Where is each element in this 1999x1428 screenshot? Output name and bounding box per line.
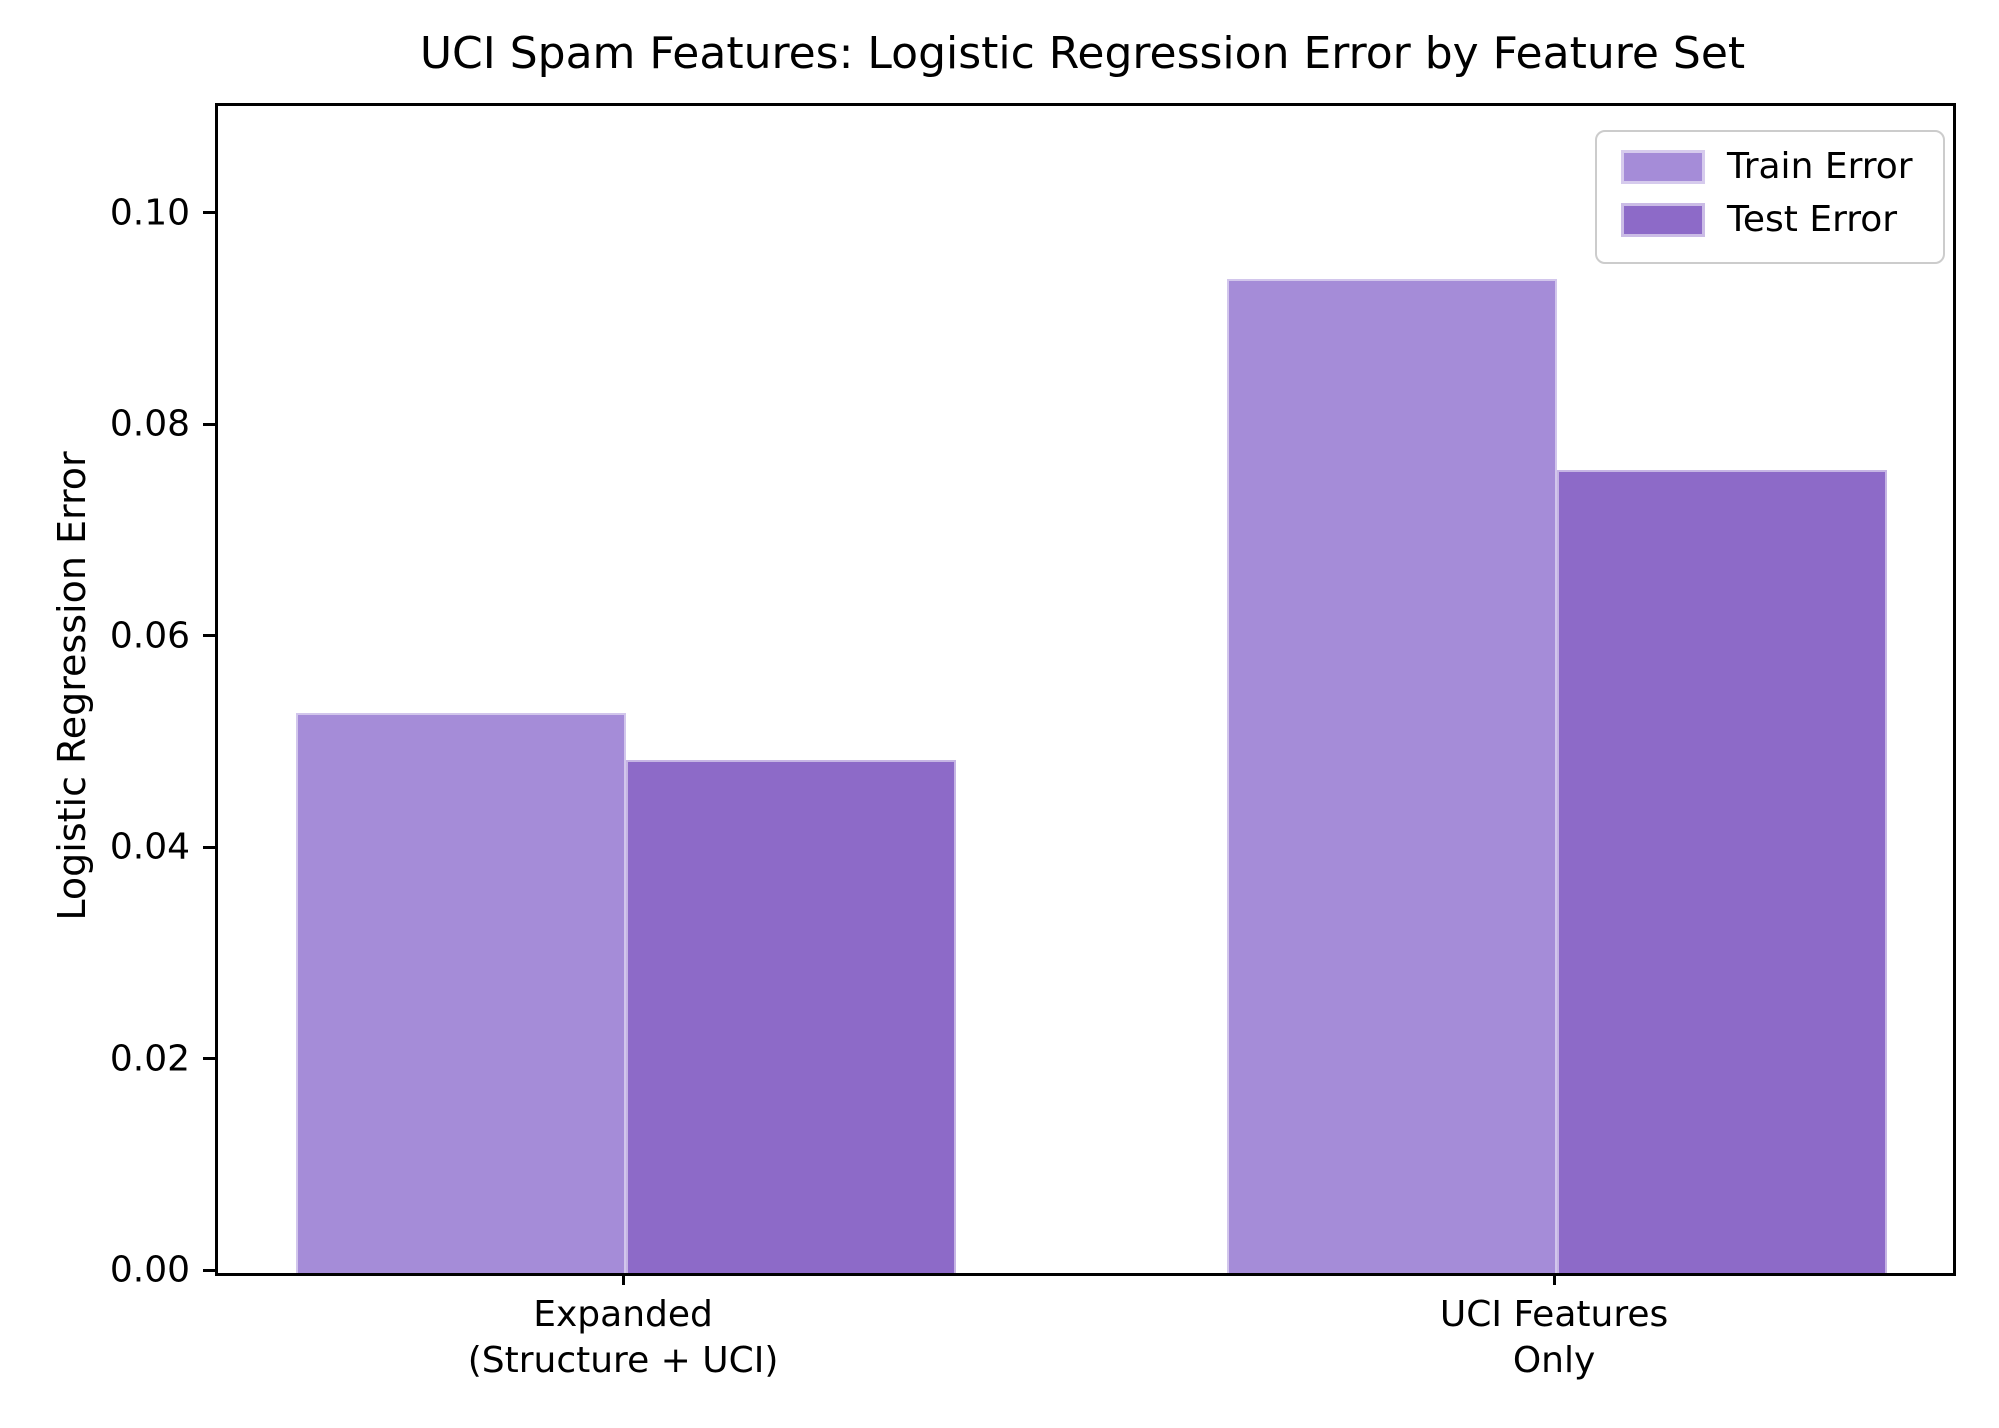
x-tick-label-group2: UCI Features Only: [1439, 1294, 1669, 1381]
x-tick-label-group1: Expanded (Structure + UCI): [467, 1294, 779, 1381]
y-tick-mark: [203, 845, 215, 849]
y-tick-mark: [203, 211, 215, 215]
y-tick-mark: [203, 634, 215, 638]
y-tick-label: 0.02: [109, 1038, 190, 1080]
x-tick-mark: [621, 1273, 625, 1285]
y-tick-label: 0.04: [109, 826, 190, 868]
bar-test-error-group2: [1557, 469, 1887, 1273]
test-error-swatch: [1621, 202, 1705, 237]
x-tick-mark: [1552, 1273, 1556, 1285]
legend-label-train-error: Train Error: [1727, 146, 1913, 187]
y-tick-label: 0.08: [109, 403, 190, 445]
y-tick-mark: [203, 1057, 215, 1061]
bar-train-error-group1: [296, 712, 627, 1273]
y-tick-mark: [203, 422, 215, 426]
y-tick-label: 0.00: [109, 1249, 190, 1291]
bar-train-error-group2: [1227, 279, 1558, 1273]
chart-title: UCI Spam Features: Logistic Regression E…: [419, 28, 1746, 79]
legend-item-train-error: Train Error: [1621, 146, 1943, 187]
y-axis-label: Logistic Regression Error: [50, 451, 94, 921]
bar-test-error-group1: [626, 760, 956, 1273]
legend-label-test-error: Test Error: [1727, 199, 1898, 240]
y-tick-mark: [203, 1268, 215, 1272]
legend: Train Error Test Error: [1595, 130, 1945, 264]
legend-item-test-error: Test Error: [1621, 199, 1943, 240]
y-tick-label: 0.06: [109, 615, 190, 657]
y-tick-label: 0.10: [109, 192, 190, 234]
train-error-swatch: [1621, 149, 1705, 184]
plot-area: Train Error Test Error: [215, 103, 1956, 1276]
